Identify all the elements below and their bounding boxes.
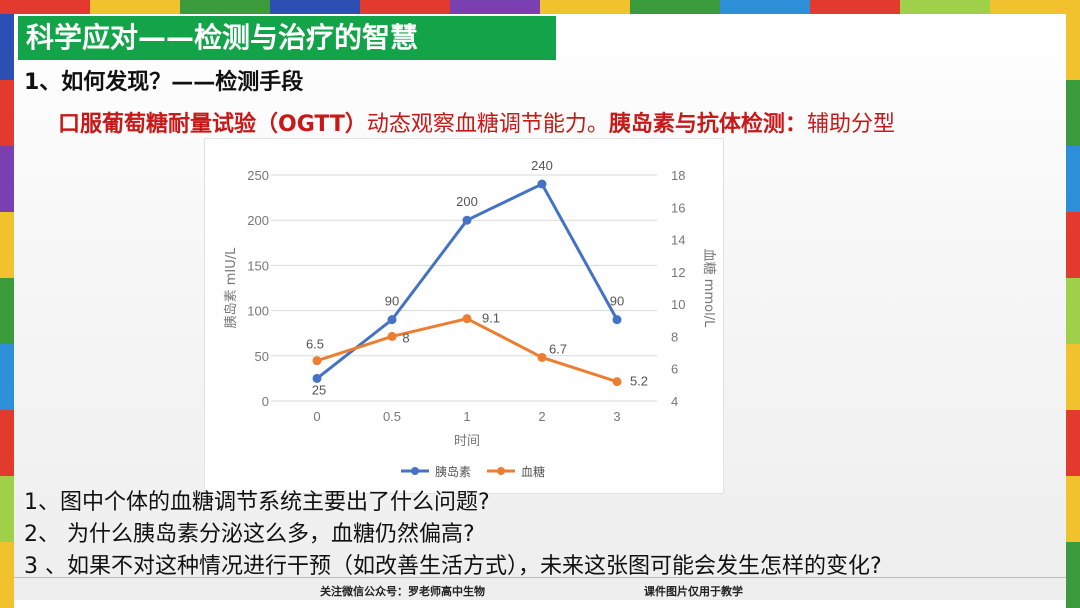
y-right-tick-label: 18	[671, 168, 685, 183]
frame-stripe	[0, 476, 14, 542]
glucose-point	[312, 356, 322, 366]
frame-stripe	[540, 0, 630, 14]
footer-right: 课件图片仅用于教学	[644, 585, 743, 598]
frame-stripe	[990, 0, 1080, 14]
detection-methods-line: 口服葡萄糖耐量试验（OGTT）动态观察血糖调节能力。胰岛素与抗体检测：辅助分型	[58, 106, 895, 138]
frame-stripe	[0, 14, 14, 80]
ogtt-desc: 动态观察血糖调节能力。	[366, 112, 609, 137]
legend-label: 血糖	[521, 464, 545, 479]
frame-stripe	[0, 0, 90, 14]
data-label: 90	[610, 294, 624, 309]
frame-stripe	[0, 80, 14, 146]
frame-stripe	[0, 410, 14, 476]
data-label: 8	[402, 330, 409, 345]
y-left-tick-label: 200	[247, 213, 269, 228]
antibody-label: 胰岛素与抗体检测：	[608, 112, 807, 137]
insulin-point	[612, 315, 622, 325]
y-right-tick-label: 8	[671, 329, 678, 344]
frame-right	[1066, 14, 1080, 608]
frame-stripe	[180, 0, 270, 14]
frame-stripe	[0, 278, 14, 344]
insulin-line	[316, 182, 619, 380]
y-right-tick-label: 12	[671, 265, 685, 280]
frame-stripe	[0, 542, 14, 608]
question-1: 1、图中个体的血糖调节系统主要出了什么问题?	[24, 490, 490, 515]
frame-stripe	[810, 0, 900, 14]
frame-stripe	[1066, 410, 1080, 476]
y-left-tick-label: 0	[262, 394, 269, 409]
frame-stripe	[0, 212, 14, 278]
frame-stripe	[450, 0, 540, 14]
frame-stripe	[1066, 146, 1080, 212]
glucose-point	[537, 352, 547, 362]
frame-stripe	[90, 0, 180, 14]
data-label: 6.7	[549, 341, 567, 356]
y-right-tick-label: 4	[671, 394, 678, 409]
frame-left	[0, 14, 14, 608]
data-label: 9.1	[482, 311, 500, 326]
frame-stripe	[1066, 476, 1080, 542]
insulin-point	[312, 373, 322, 383]
y-left-tick-label: 100	[247, 304, 269, 319]
frame-stripe	[0, 146, 14, 212]
antibody-desc: 辅助分型	[806, 112, 895, 137]
glucose-line	[316, 317, 618, 384]
slide-title: 科学应对——检测与治疗的智慧	[18, 16, 556, 60]
data-label: 200	[456, 194, 478, 209]
frame-stripe	[270, 0, 360, 14]
y-left-tick-label: 150	[247, 258, 269, 273]
frame-stripe	[360, 0, 450, 14]
y-left-tick-label: 250	[247, 168, 269, 183]
y-left-axis-title: 胰岛素 mIU/L	[223, 247, 239, 329]
x-tick-label: 0.5	[383, 409, 401, 424]
data-label: 240	[531, 158, 553, 173]
data-label: 6.5	[306, 337, 324, 352]
y-right-tick-label: 10	[671, 297, 685, 312]
question-3: 3 、如果不对这种情况进行干预（如改善生活方式），未来这张图可能会发生怎样的变化…	[24, 554, 882, 579]
ogtt-chart: 0 50 100 150 200 250 4 6 8 10 12 14 16 18 0 0.5 1 2 3 时间 胰岛素…	[204, 138, 724, 494]
question-2: 2、 为什么胰岛素分泌这么多，血糖仍然偏高?	[24, 522, 475, 547]
insulin-point	[462, 215, 472, 225]
legend-label: 胰岛素	[435, 464, 471, 479]
frame-stripe	[1066, 14, 1080, 80]
glucose-point	[387, 331, 397, 341]
y-right-axis-title: 血糖 mmol/L	[701, 249, 717, 328]
x-tick-label: 3	[613, 409, 620, 424]
y-right-tick-label: 6	[671, 362, 678, 377]
y-right-tick-label: 16	[671, 200, 685, 215]
frame-stripe	[1066, 212, 1080, 278]
frame-top	[0, 0, 1080, 14]
data-label: 25	[312, 382, 326, 397]
y-right-tick-label: 14	[671, 233, 685, 248]
data-label: 5.2	[630, 374, 648, 389]
section-heading: 1、如何发现？——检测手段	[24, 70, 304, 95]
glucose-point	[462, 314, 472, 324]
frame-stripe	[0, 344, 14, 410]
x-tick-label: 2	[538, 409, 545, 424]
glucose-point	[612, 377, 622, 387]
footer-rule	[14, 577, 1066, 578]
legend-marker	[497, 467, 505, 475]
footer: 关注微信公众号：罗老师高中生物 课件图片仅用于教学	[14, 580, 1066, 600]
insulin-point	[387, 315, 397, 325]
frame-stripe	[1066, 278, 1080, 344]
legend-marker	[411, 467, 419, 475]
footer-left: 关注微信公众号：罗老师高中生物	[320, 585, 485, 598]
frame-stripe	[630, 0, 720, 14]
insulin-point	[537, 179, 547, 189]
frame-stripe	[900, 0, 990, 14]
x-axis-title: 时间	[454, 434, 480, 449]
frame-stripe	[1066, 542, 1080, 608]
y-left-tick-label: 50	[255, 349, 269, 364]
ogtt-label: 口服葡萄糖耐量试验（OGTT）	[58, 112, 367, 137]
frame-stripe	[1066, 80, 1080, 146]
data-label: 90	[385, 294, 399, 309]
x-tick-label: 0	[313, 409, 320, 424]
x-tick-label: 1	[463, 409, 470, 424]
frame-stripe	[1066, 344, 1080, 410]
frame-stripe	[720, 0, 810, 14]
